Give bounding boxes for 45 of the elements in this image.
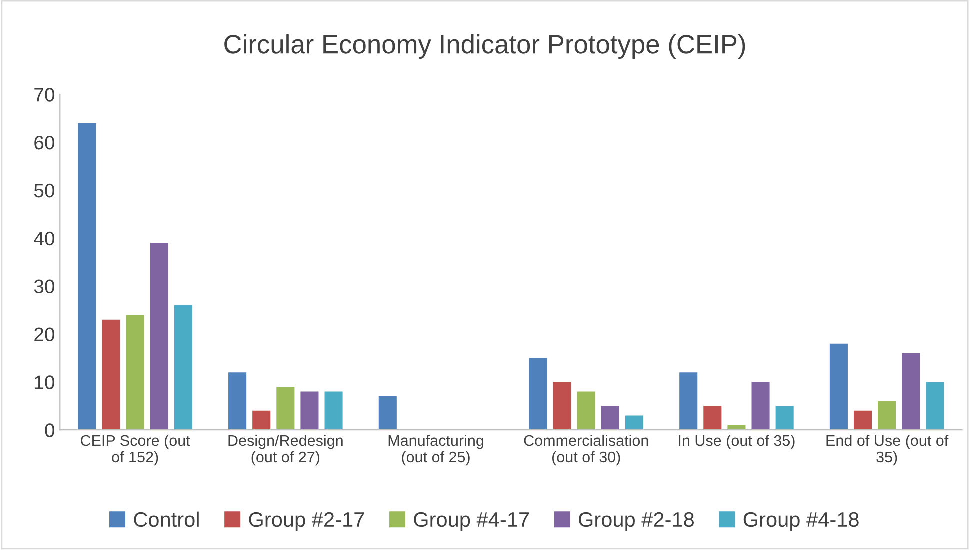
bar [300, 392, 319, 430]
bar [830, 344, 848, 430]
legend-label: Group #2-18 [579, 512, 694, 532]
bar [680, 372, 698, 430]
bar [577, 392, 596, 430]
x-tick-label: Design/Redesign (out of 27) [228, 434, 343, 466]
y-tick-label: 30 [34, 280, 55, 294]
x-tick-label: Commercialisation (out of 30) [524, 434, 648, 466]
y-tick-label: 70 [34, 88, 55, 102]
bar [776, 406, 794, 430]
y-tick-label: 10 [35, 376, 55, 390]
bar [102, 320, 120, 430]
bar [601, 406, 620, 430]
chart-title: Circular Economy Indicator Prototype (CEIP) [224, 34, 746, 60]
y-tick-label: 40 [34, 232, 55, 246]
bar [126, 315, 144, 430]
bar [252, 410, 271, 430]
y-tick-label: 50 [34, 184, 55, 198]
bar [378, 396, 397, 430]
bar [529, 358, 548, 430]
bar [324, 392, 343, 430]
bar [174, 305, 192, 430]
y-tick-label: 0 [45, 424, 55, 438]
legend-label: Group #4-18 [744, 512, 859, 532]
bar [704, 406, 722, 430]
bar [78, 123, 96, 430]
bar [150, 243, 168, 430]
bar [752, 382, 770, 430]
x-tick-label: End of Use (out of 35) [826, 434, 949, 466]
bar [854, 410, 872, 430]
y-tick-label: 20 [34, 328, 55, 342]
bar [902, 353, 920, 430]
bar [276, 386, 295, 430]
legend-label: Control [134, 512, 199, 528]
legend-label: Group #2-17 [249, 512, 364, 532]
x-tick-label: In Use (out of 35) [679, 434, 795, 450]
y-tick-label: 60 [34, 136, 55, 150]
bar [625, 416, 644, 430]
bar [926, 382, 944, 430]
x-tick-label: CEIP Score (out of 152) [81, 434, 190, 466]
bar [878, 401, 896, 430]
bar [553, 382, 572, 430]
bar [228, 372, 247, 430]
legend-label: Group #4-17 [414, 512, 529, 532]
x-tick-label: Manufacturing (out of 25) [388, 434, 484, 466]
